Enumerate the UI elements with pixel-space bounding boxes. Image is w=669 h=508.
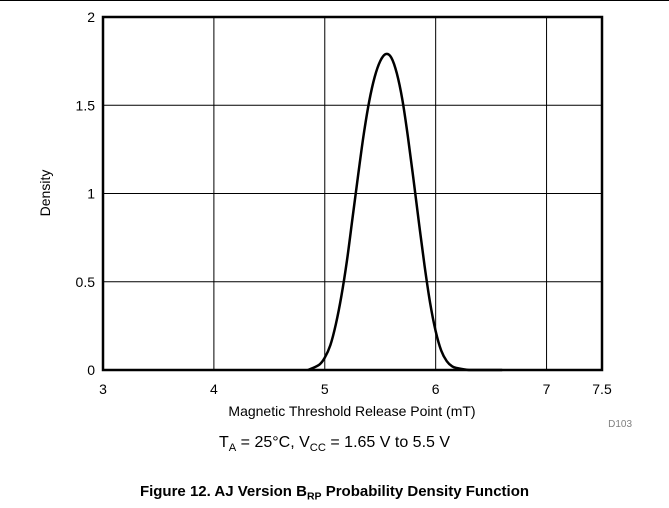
density-curve — [307, 52, 503, 372]
x-tick-labels: 3 4 5 6 7 7.5 — [99, 381, 612, 397]
y-tick-label: 1.5 — [76, 97, 96, 113]
cond-v-sub: CC — [309, 441, 326, 454]
x-tick-label: 6 — [432, 381, 440, 397]
x-tick-label: 3 — [99, 381, 107, 397]
x-axis-title: Magnetic Threshold Release Point (mT) — [228, 403, 475, 419]
caption-suffix: Probability Density Function — [321, 483, 530, 500]
cond-mid: = 25°C, V — [236, 434, 310, 451]
figure-caption: Figure 12. AJ Version BRP Probability De… — [0, 483, 669, 503]
cond-tail: = 1.65 V to 5.5 V — [325, 434, 451, 451]
y-tick-label: 0 — [87, 362, 95, 378]
x-tick-label: 7 — [543, 381, 551, 397]
y-tick-labels: 0 0.5 1 1.5 2 — [76, 9, 96, 378]
cond-t: T — [218, 434, 229, 451]
test-conditions: TA = 25°C, VCC = 1.65 V to 5.5 V — [0, 434, 669, 454]
grid-lines — [103, 17, 602, 370]
y-tick-label: 0.5 — [76, 274, 96, 290]
x-tick-label: 5 — [321, 381, 329, 397]
y-tick-label: 2 — [87, 9, 95, 25]
x-tick-label: 7.5 — [592, 381, 612, 397]
top-rule — [0, 0, 669, 1]
cond-t-sub: A — [228, 441, 237, 454]
x-tick-label: 4 — [210, 381, 218, 397]
figure-code: D103 — [608, 419, 632, 430]
y-tick-label: 1 — [87, 186, 95, 202]
density-chart: 3 4 5 6 7 7.5 0 0.5 1 1.5 2 Magnetic Threshold Re… — [37, 9, 632, 430]
y-axis-title: Density — [37, 170, 53, 217]
caption-prefix: Figure 12. AJ Version B — [139, 483, 307, 500]
plot-frame — [101, 15, 604, 372]
caption-sub: RP — [306, 490, 322, 503]
